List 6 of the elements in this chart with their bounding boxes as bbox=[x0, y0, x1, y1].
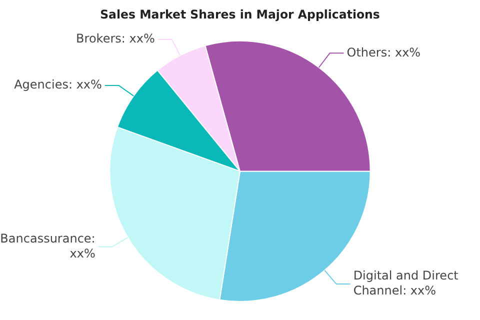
slice-label: Bancassurance: xx% bbox=[0, 231, 96, 260]
slice-label: Brokers: xx% bbox=[76, 32, 155, 46]
slice-label: Agencies: xx% bbox=[14, 78, 102, 92]
slice-label: Others: xx% bbox=[346, 45, 421, 60]
slice-label: Digital and Direct Channel: xx% bbox=[353, 268, 459, 298]
chart-title: Sales Market Shares in Major Applications bbox=[100, 7, 380, 22]
